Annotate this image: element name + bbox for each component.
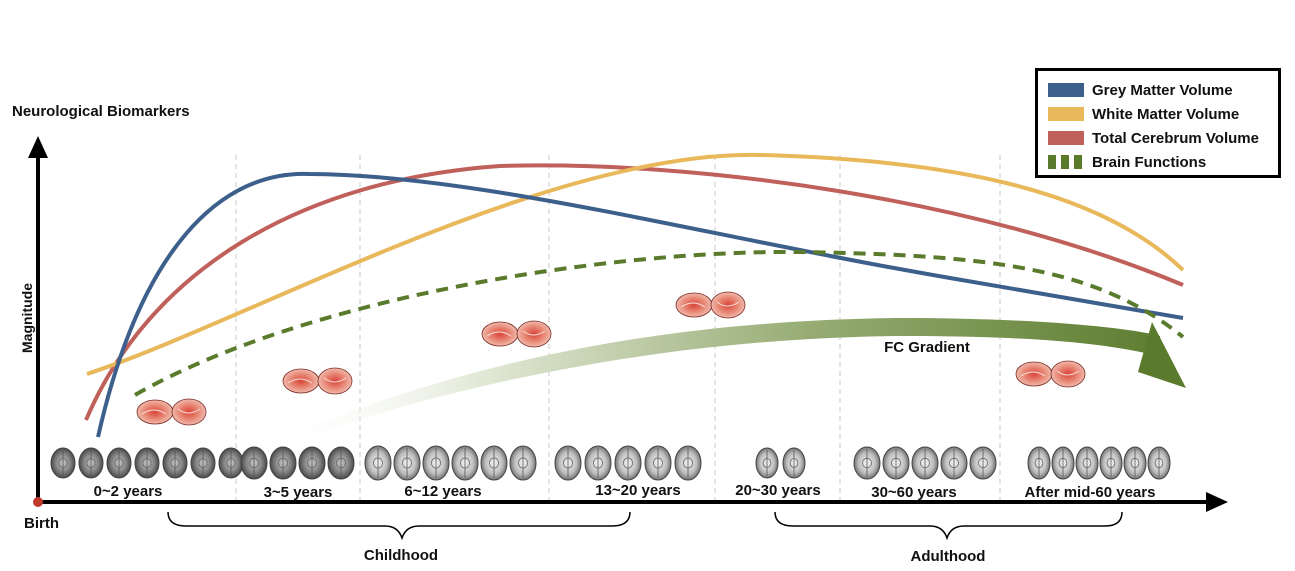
mri-slice xyxy=(298,446,326,480)
stage-label-after-60: After mid-60 years xyxy=(1025,484,1156,501)
white-matter-volume-curve xyxy=(86,152,1185,376)
mri-slice xyxy=(882,446,910,480)
mri-slice xyxy=(162,447,188,479)
mri-slice xyxy=(614,445,642,481)
functional-brain-map xyxy=(136,398,207,426)
functional-brain-map xyxy=(282,367,353,395)
mri-slice xyxy=(451,445,479,481)
mri-slice xyxy=(1099,446,1123,480)
stage-label-13-20: 13~20 years xyxy=(595,482,681,499)
mri-slice xyxy=(134,447,160,479)
mri-slice xyxy=(584,445,612,481)
mri-slice xyxy=(940,446,968,480)
grey-matter-swatch xyxy=(1048,83,1084,97)
mri-slice xyxy=(853,446,881,480)
total-cerebrum-volume-curve xyxy=(84,163,1184,421)
mri-slice xyxy=(269,446,297,480)
legend-item-cerebrum: Total Cerebrum Volume xyxy=(1048,128,1259,148)
legend-item-brain-functions: Brain Functions xyxy=(1048,152,1206,172)
mri-slice xyxy=(1147,446,1171,480)
stage-label-20-30: 20~30 years xyxy=(735,482,821,499)
functional-brain-maps xyxy=(136,291,1086,426)
stage-label-6-12: 6~12 years xyxy=(404,483,481,500)
stage-label-30-60: 30~60 years xyxy=(871,484,957,501)
mri-slice xyxy=(327,446,355,480)
mri-slice xyxy=(554,445,582,481)
legend-item-white-matter: White Matter Volume xyxy=(1048,104,1239,124)
legend-label: Brain Functions xyxy=(1092,153,1207,171)
functional-brain-map xyxy=(1015,360,1086,388)
mri-slice xyxy=(364,445,392,481)
legend-label: Grey Matter Volume xyxy=(1092,81,1233,99)
mri-slice xyxy=(218,447,244,479)
fc-gradient-label: FC Gradient xyxy=(884,339,970,356)
mri-slice xyxy=(50,447,76,479)
magnitude-label: Magnitude xyxy=(19,283,35,353)
mri-slice xyxy=(911,446,939,480)
mri-slice xyxy=(78,447,104,479)
stage-label-3-5: 3~5 years xyxy=(264,484,333,501)
adulthood-label: Adulthood xyxy=(911,548,986,565)
mri-slice xyxy=(509,445,537,481)
stage-label-0-2: 0~2 years xyxy=(94,483,163,500)
y-axis-label: Neurological Biomarkers xyxy=(12,103,190,120)
cerebrum-swatch xyxy=(1048,131,1084,145)
mri-slice xyxy=(1075,446,1099,480)
mri-slice xyxy=(1027,446,1051,480)
brain-functions-curve xyxy=(134,249,1185,397)
brain-functions-swatch xyxy=(1048,155,1084,169)
childhood-label: Childhood xyxy=(364,547,438,564)
mri-slice xyxy=(674,445,702,481)
mri-slice xyxy=(393,445,421,481)
mri-slice xyxy=(240,446,268,480)
white-matter-swatch xyxy=(1048,107,1084,121)
legend-item-grey-matter: Grey Matter Volume xyxy=(1048,80,1233,100)
mri-slice xyxy=(422,445,450,481)
mri-slice xyxy=(782,447,806,479)
functional-brain-map xyxy=(481,320,552,348)
mri-slice xyxy=(190,447,216,479)
grey-matter-volume-curve xyxy=(96,171,1184,438)
mri-slice-rows xyxy=(50,445,1171,481)
fc-gradient-arrowhead xyxy=(1138,322,1186,388)
mri-slice xyxy=(1051,446,1075,480)
childhood-brace xyxy=(167,511,631,541)
origin-dot xyxy=(33,497,43,507)
functional-brain-map xyxy=(675,291,746,319)
adulthood-brace xyxy=(774,511,1123,541)
mri-slice xyxy=(480,445,508,481)
mri-slice xyxy=(755,447,779,479)
x-axis-arrowhead xyxy=(1206,492,1228,512)
mri-slice xyxy=(106,447,132,479)
legend: Grey Matter Volume White Matter Volume T… xyxy=(1035,68,1281,178)
fc-gradient-arrow xyxy=(262,318,1160,452)
legend-label: White Matter Volume xyxy=(1092,105,1240,123)
birth-label: Birth xyxy=(24,515,59,532)
mri-slice xyxy=(969,446,997,480)
mri-slice xyxy=(1123,446,1147,480)
y-axis-arrowhead xyxy=(28,136,48,158)
mri-slice xyxy=(644,445,672,481)
legend-label: Total Cerebrum Volume xyxy=(1092,129,1259,147)
